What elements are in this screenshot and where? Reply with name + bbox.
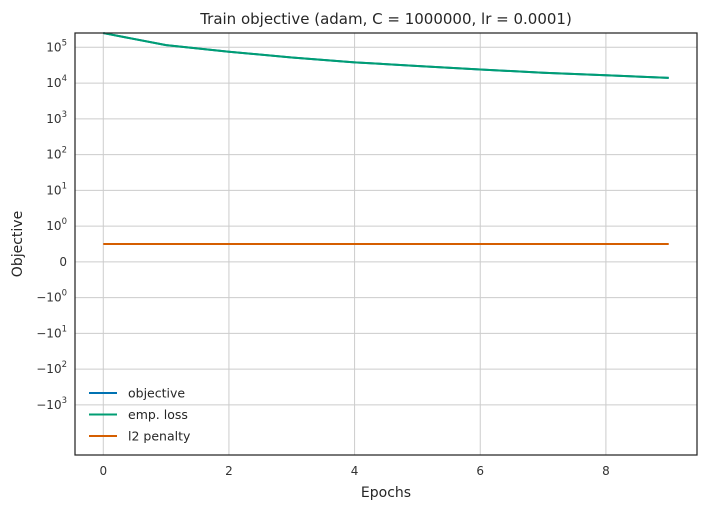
legend-label: l2 penalty <box>128 429 191 444</box>
series-layer <box>103 32 669 245</box>
y-tick-label: 100 <box>46 217 67 233</box>
y-tick-label: 103 <box>46 110 67 126</box>
y-tick-label: 101 <box>46 181 67 197</box>
x-tick-labels: 0 2 4 6 8 <box>99 464 609 478</box>
y-tick-label: −102 <box>36 360 67 376</box>
y-tick-label: 104 <box>46 74 67 90</box>
x-tick-label: 4 <box>351 464 359 478</box>
x-tick-label: 6 <box>476 464 484 478</box>
legend-label: emp. loss <box>128 407 188 422</box>
y-axis-label: Objective <box>10 211 26 277</box>
y-tick-labels: 105 104 103 102 101 100 0 −100 −101 −102 −103 <box>36 38 67 412</box>
x-axis-label: Epochs <box>361 485 411 501</box>
legend: objective emp. loss l2 penalty <box>89 386 191 444</box>
legend-label: objective <box>128 386 185 401</box>
y-tick-label: −100 <box>36 289 67 305</box>
chart-title: Train objective (adam, C = 1000000, lr =… <box>199 10 572 28</box>
y-tick-label: −101 <box>36 324 67 340</box>
y-tick-label: −103 <box>36 396 67 412</box>
x-tick-label: 2 <box>225 464 233 478</box>
y-tick-label: 102 <box>46 146 67 162</box>
y-tick-label: 0 <box>59 255 67 269</box>
x-tick-label: 0 <box>99 464 107 478</box>
plot-frame <box>74 32 698 456</box>
series-line-emp-loss <box>103 32 669 79</box>
y-tick-label: 105 <box>46 38 67 54</box>
x-tick-label: 8 <box>602 464 610 478</box>
